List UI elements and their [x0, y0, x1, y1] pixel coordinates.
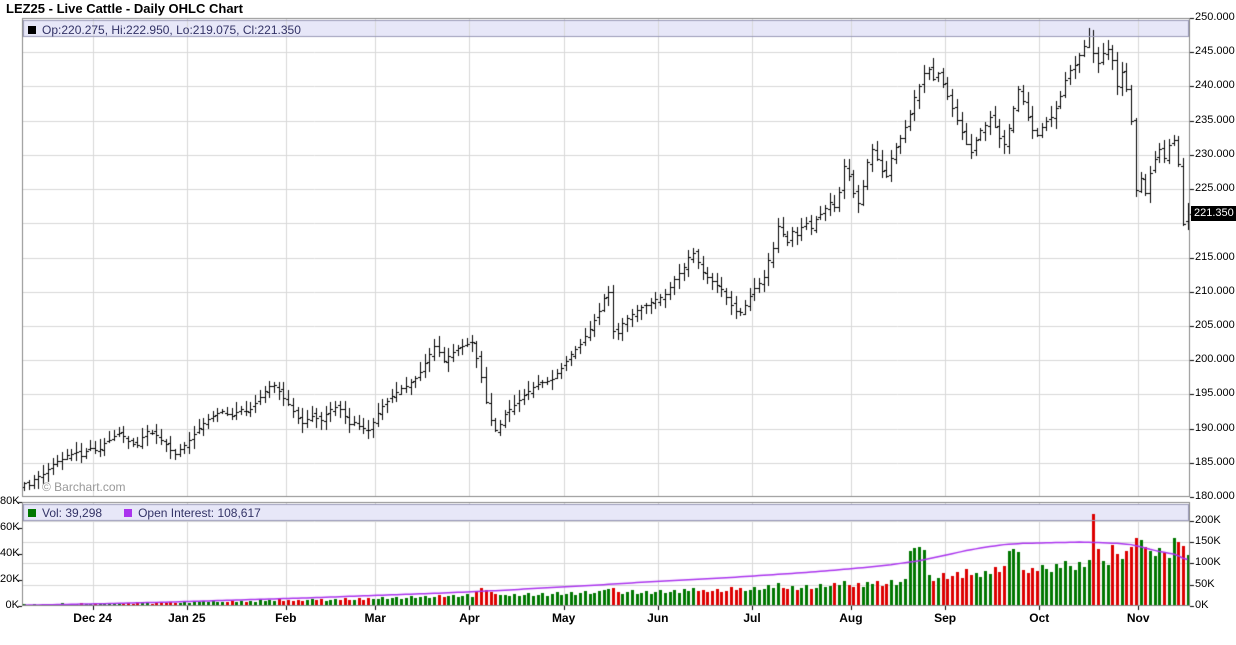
- volume-left-axis-label: 0K: [5, 599, 19, 611]
- y-axis-label: 205.000: [1195, 318, 1235, 331]
- volume-right-axis-label: 0K: [1195, 599, 1209, 611]
- x-axis-label: Jun: [647, 611, 669, 625]
- volume-legend-text: Vol: 39,298: [42, 506, 103, 520]
- x-axis-label: Mar: [364, 611, 386, 625]
- y-axis-label: 250.000: [1195, 11, 1235, 23]
- watermark: © Barchart.com: [42, 480, 126, 494]
- volume-left-axis-label: 40K: [0, 547, 20, 559]
- last-price-label: 221.350: [1191, 206, 1236, 222]
- y-axis-label: 215.000: [1195, 250, 1235, 263]
- x-axis-label: Feb: [275, 611, 297, 625]
- y-axis-label: 195.000: [1195, 387, 1235, 400]
- y-axis-label: 210.000: [1195, 284, 1235, 297]
- x-axis-label: Dec 24: [73, 611, 112, 625]
- x-axis-label: Apr: [459, 611, 480, 625]
- x-axis-label: Oct: [1029, 611, 1050, 625]
- volume-left-axis-label: 20K: [0, 573, 20, 585]
- y-axis-label: 180.000: [1195, 490, 1235, 502]
- volume-left-axis-label: 60K: [0, 521, 20, 533]
- y-axis-label: 230.000: [1195, 147, 1235, 160]
- x-axis-label: Sep: [934, 611, 957, 625]
- price-legend-text: Op:220.275, Hi:222.950, Lo:219.075, Cl:2…: [42, 23, 301, 37]
- open-interest-legend-text: Open Interest: 108,617: [138, 506, 261, 520]
- volume-swatch-icon: [28, 509, 36, 517]
- open-interest-swatch-icon: [124, 509, 133, 517]
- y-axis-label: 190.000: [1195, 421, 1235, 434]
- volume-left-axis-label: 80K: [0, 495, 20, 507]
- volume-right-axis-label: 100K: [1195, 556, 1221, 569]
- volume-legend: Vol: 39,298 Open Interest: 108,617: [28, 506, 261, 520]
- y-axis-label: 235.000: [1195, 113, 1235, 126]
- x-axis-label: Nov: [1126, 611, 1150, 625]
- y-axis-label: 240.000: [1195, 79, 1235, 92]
- page-title: LEZ25 - Live Cattle - Daily OHLC Chart: [6, 1, 243, 16]
- price-legend: Op:220.275, Hi:222.950, Lo:219.075, Cl:2…: [28, 23, 301, 37]
- ohlc-swatch-icon: [28, 26, 36, 34]
- x-axis-label: Aug: [839, 611, 863, 625]
- y-axis-label: 200.000: [1195, 353, 1235, 366]
- volume-right-axis-label: 200K: [1195, 513, 1221, 526]
- y-axis-label: 185.000: [1195, 455, 1235, 468]
- volume-right-axis-label: 150K: [1195, 535, 1221, 548]
- x-axis-label: Jan 25: [168, 611, 206, 625]
- x-axis-label: Jul: [743, 611, 761, 625]
- x-axis-label: May: [551, 611, 576, 625]
- y-axis-label: 245.000: [1195, 45, 1235, 58]
- y-axis-label: 225.000: [1195, 182, 1235, 195]
- volume-right-axis-label: 50K: [1195, 577, 1215, 590]
